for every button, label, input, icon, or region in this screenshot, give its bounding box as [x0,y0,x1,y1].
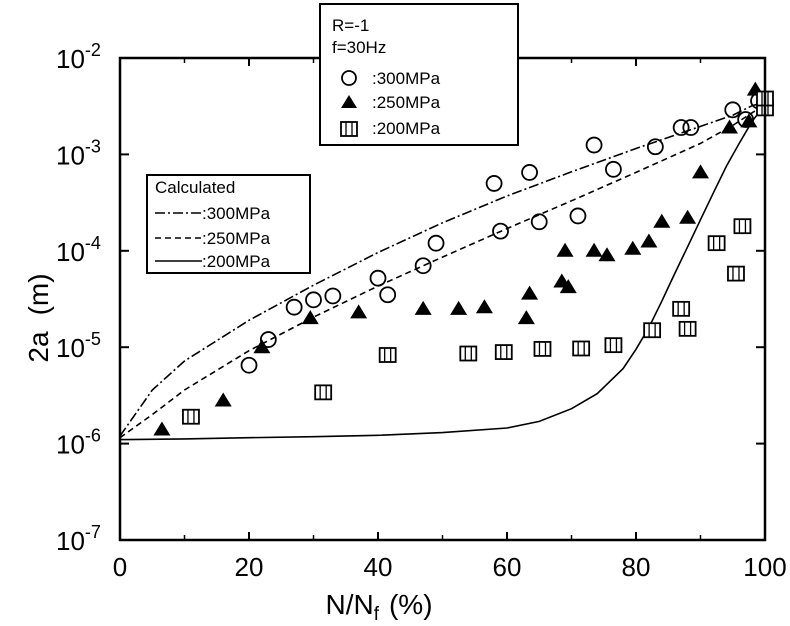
legend-label-200: :200MPa [372,119,441,138]
calc-line-dash-dot [119,101,766,437]
point-circle [724,101,742,119]
x-tick-label: 60 [493,552,522,582]
legend-experimental: R=-1 f=30Hz :300MPa :250MPa :200MPa [319,3,519,146]
point-triangle [475,299,493,314]
point-square [572,340,591,357]
point-circle [672,119,690,136]
x-tick-label: 40 [364,552,393,582]
axis-ticks: 0 20 40 60 80 100 10-7 10-6 10-5 10-4 10-3 10-2 [56,40,787,582]
x-axis-title: N/Nf (%) [325,589,432,625]
y-axis-title: 2a(m) [23,273,54,362]
point-triangle [253,339,271,354]
point-square [604,337,623,354]
point-triangle [679,209,697,224]
legend-condition-f: f=30Hz [332,38,386,57]
legend-label-300: :300MPa [372,69,441,88]
point-square [533,341,552,357]
point-circle [521,164,538,181]
y-tick-label: 10-3 [56,136,101,170]
point-triangle [350,304,368,319]
point-triangle [624,240,642,255]
point-circle [305,291,322,309]
point-circle [682,119,700,136]
point-square [707,235,726,252]
point-circle [492,222,509,240]
point-circle [530,213,548,231]
point-square [672,300,691,317]
x-tick-label: 80 [622,552,651,582]
legend-condition-r: R=-1 [332,16,369,35]
point-square [314,384,333,401]
point-square [727,265,745,282]
point-triangle [214,392,232,407]
point-circle [485,175,503,192]
point-circle [240,356,258,374]
point-circle [259,331,277,348]
y-tick-label: 10-2 [56,40,101,74]
point-triangle [301,310,319,325]
point-circle [285,298,303,316]
point-circle [324,287,342,305]
point-circle [427,234,445,252]
calc-line-solid [119,103,766,441]
point-triangle [556,242,574,257]
x-tick-label: 100 [743,552,786,582]
point-triangle [450,300,468,315]
point-triangle [521,285,539,300]
point-circle [585,136,603,154]
point-triangle [740,113,758,128]
point-square [678,320,697,337]
point-square [378,347,397,363]
point-circle [605,160,622,178]
legend-label-250: :250MPa [372,93,441,112]
point-square [643,322,662,339]
point-triangle [559,279,577,294]
point-square [182,408,200,425]
point-triangle [153,421,171,436]
point-circle [414,257,432,275]
point-circle [646,138,664,156]
x-tick-label: 0 [113,552,127,582]
x-axis-title-subscript: f [374,604,380,625]
legend-calc-label-200: :200MPa [202,252,271,271]
y-tick-label: 10-7 [56,522,101,556]
legend-calc-label-300: :300MPa [202,204,271,223]
y-tick-label: 10-6 [56,426,101,460]
legend-calc-label-250: :250MPa [202,229,271,248]
y-tick-label: 10-5 [56,329,101,363]
data-points [153,81,774,436]
legend-square-icon [340,121,358,137]
x-axis-title-unit: (%) [389,589,433,620]
legend-calculated-title: Calculated [155,178,235,197]
point-triangle [653,213,671,228]
legend-calculated: Calculated :300MPa :250MPa :200MPa [146,174,311,274]
point-triangle [692,164,709,179]
point-circle [369,269,387,287]
point-triangle [585,242,603,257]
point-circle [569,207,587,225]
point-triangle [517,310,535,325]
y-tick-label: 10-4 [56,233,101,267]
point-triangle [414,300,432,315]
point-square [733,218,752,235]
legend-calculated-box [146,174,311,274]
legend-circle-icon [341,70,357,86]
y-axis-title-unit: (m) [23,273,54,315]
point-square [494,344,513,360]
point-triangle [598,247,616,262]
point-triangle [640,233,658,248]
point-square [459,345,478,362]
legend-triangle-icon [341,95,357,108]
x-tick-label: 20 [235,552,264,582]
point-triangle [721,119,739,134]
point-circle [379,286,397,304]
